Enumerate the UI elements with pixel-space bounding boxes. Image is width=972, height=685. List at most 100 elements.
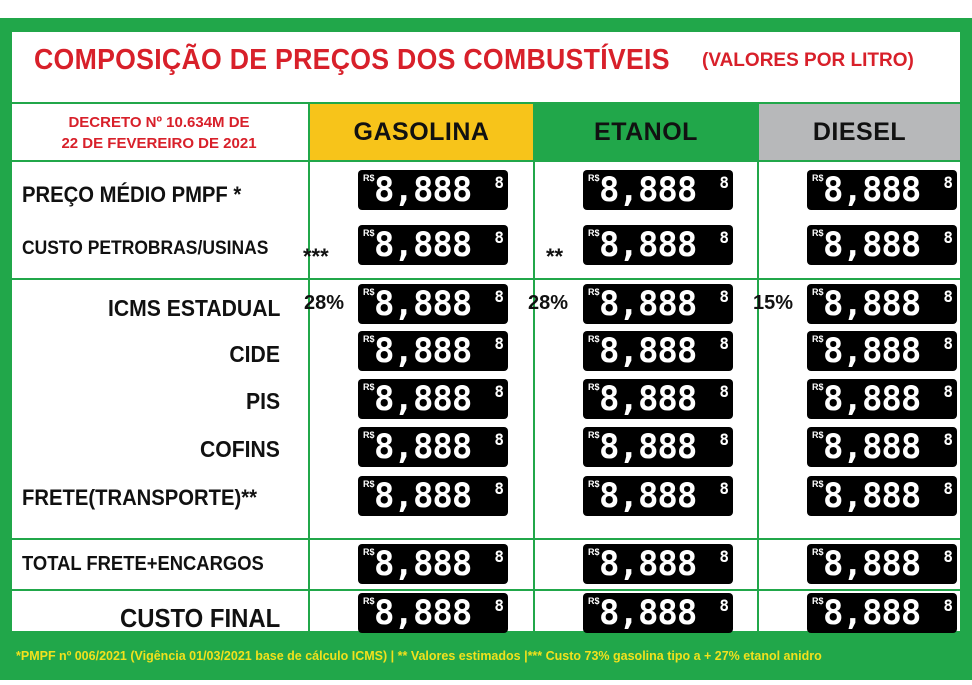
row-label-pmpf: PREÇO MÉDIO PMPF * xyxy=(22,182,242,207)
decree-note: DECRETO Nº 10.634M DE 22 DE FEVEREIRO DE… xyxy=(34,112,284,154)
price-digit-superscript: 8 xyxy=(494,382,504,401)
currency-symbol: R$ xyxy=(363,173,375,183)
price-digits: 8,888 xyxy=(823,593,921,633)
icms-rate-etanol: 28% xyxy=(528,292,569,314)
price-digits: 8,888 xyxy=(599,170,697,210)
price-display-frete-diesel: R$ 8,888 8 xyxy=(807,476,957,516)
price-digit-superscript: 8 xyxy=(943,479,953,498)
price-display-total-diesel: R$ 8,888 8 xyxy=(807,544,957,584)
currency-symbol: R$ xyxy=(812,382,824,392)
price-digit-superscript: 8 xyxy=(943,334,953,353)
price-digit-superscript: 8 xyxy=(943,287,953,306)
price-digit-superscript: 8 xyxy=(494,228,504,247)
price-display-pmpf-etanol: R$ 8,888 8 xyxy=(583,170,733,210)
price-display-total-etanol: R$ 8,888 8 xyxy=(583,544,733,584)
price-display-cofins-gasolina: R$ 8,888 8 xyxy=(358,427,508,467)
divider-col-2 xyxy=(533,102,535,631)
price-digit-superscript: 8 xyxy=(719,596,729,615)
price-digit-superscript: 8 xyxy=(943,596,953,615)
price-digit-superscript: 8 xyxy=(719,228,729,247)
price-display-frete-etanol: R$ 8,888 8 xyxy=(583,476,733,516)
currency-symbol: R$ xyxy=(588,430,600,440)
currency-symbol: R$ xyxy=(363,382,375,392)
column-header-gasolina: GASOLINA xyxy=(310,104,533,160)
price-digits: 8,888 xyxy=(599,379,697,419)
column-header-diesel: DIESEL xyxy=(759,104,960,160)
currency-symbol: R$ xyxy=(812,547,824,557)
price-digit-superscript: 8 xyxy=(943,173,953,192)
price-digits: 8,888 xyxy=(599,225,697,265)
currency-symbol: R$ xyxy=(588,479,600,489)
currency-symbol: R$ xyxy=(588,382,600,392)
price-board: COMPOSIÇÃO DE PREÇOS DOS COMBUSTÍVEIS (V… xyxy=(0,18,972,680)
price-digit-superscript: 8 xyxy=(943,547,953,566)
price-digits: 8,888 xyxy=(823,427,921,467)
row-label-cofins: COFINS xyxy=(200,436,280,462)
currency-symbol: R$ xyxy=(588,596,600,606)
title-note: (VALORES POR LITRO) xyxy=(702,50,914,71)
icms-rate-diesel: 15% xyxy=(753,292,794,314)
price-digits: 8,888 xyxy=(374,476,472,516)
price-display-custo-final-diesel: R$ 8,888 8 xyxy=(807,593,957,633)
currency-symbol: R$ xyxy=(363,479,375,489)
price-digits: 8,888 xyxy=(823,284,921,324)
divider-col-3 xyxy=(757,102,759,631)
price-digit-superscript: 8 xyxy=(943,430,953,449)
price-digits: 8,888 xyxy=(823,170,921,210)
price-digits: 8,888 xyxy=(599,593,697,633)
price-digits: 8,888 xyxy=(374,331,472,371)
currency-symbol: R$ xyxy=(812,334,824,344)
price-digits: 8,888 xyxy=(374,170,472,210)
currency-symbol: R$ xyxy=(812,173,824,183)
price-digit-superscript: 8 xyxy=(494,287,504,306)
currency-symbol: R$ xyxy=(363,334,375,344)
price-display-cide-diesel: R$ 8,888 8 xyxy=(807,331,957,371)
price-digit-superscript: 8 xyxy=(719,430,729,449)
currency-symbol: R$ xyxy=(812,287,824,297)
price-digits: 8,888 xyxy=(374,379,472,419)
price-digit-superscript: 8 xyxy=(719,479,729,498)
currency-symbol: R$ xyxy=(588,173,600,183)
currency-symbol: R$ xyxy=(363,430,375,440)
marker-etanol: ** xyxy=(546,244,564,269)
price-display-custo-petrobras-etanol: R$ 8,888 8 xyxy=(583,225,733,265)
price-digits: 8,888 xyxy=(599,331,697,371)
currency-symbol: R$ xyxy=(363,547,375,557)
divider-header-top xyxy=(12,102,960,104)
price-display-pis-diesel: R$ 8,888 8 xyxy=(807,379,957,419)
currency-symbol: R$ xyxy=(363,228,375,238)
board-title: COMPOSIÇÃO DE PREÇOS DOS COMBUSTÍVEIS xyxy=(34,44,670,76)
price-digit-superscript: 8 xyxy=(494,547,504,566)
currency-symbol: R$ xyxy=(363,596,375,606)
currency-symbol: R$ xyxy=(812,228,824,238)
price-digits: 8,888 xyxy=(374,427,472,467)
price-digit-superscript: 8 xyxy=(719,382,729,401)
price-digit-superscript: 8 xyxy=(494,430,504,449)
footer-notes: *PMPF nº 006/2021 (Vigência 01/03/2021 b… xyxy=(16,649,822,663)
price-display-pis-gasolina: R$ 8,888 8 xyxy=(358,379,508,419)
price-digit-superscript: 8 xyxy=(943,228,953,247)
price-panel: COMPOSIÇÃO DE PREÇOS DOS COMBUSTÍVEIS (V… xyxy=(12,32,960,633)
row-label-frete: FRETE(TRANSPORTE)** xyxy=(22,485,258,510)
row-label-custo-final: CUSTO FINAL xyxy=(119,603,280,633)
price-display-icms-gasolina: R$ 8,888 8 xyxy=(358,284,508,324)
currency-symbol: R$ xyxy=(588,334,600,344)
decree-line-1: DECRETO Nº 10.634M DE xyxy=(68,114,250,131)
marker-gasolina: *** xyxy=(303,244,329,269)
price-digit-superscript: 8 xyxy=(943,382,953,401)
price-display-total-gasolina: R$ 8,888 8 xyxy=(358,544,508,584)
row-label-custo-petrobras: CUSTO PETROBRAS/USINAS xyxy=(22,238,269,259)
currency-symbol: R$ xyxy=(363,287,375,297)
price-digits: 8,888 xyxy=(599,544,697,584)
price-digits: 8,888 xyxy=(374,593,472,633)
price-digit-superscript: 8 xyxy=(494,479,504,498)
currency-symbol: R$ xyxy=(588,287,600,297)
price-digits: 8,888 xyxy=(823,331,921,371)
currency-symbol: R$ xyxy=(812,430,824,440)
price-display-cofins-etanol: R$ 8,888 8 xyxy=(583,427,733,467)
price-display-frete-gasolina: R$ 8,888 8 xyxy=(358,476,508,516)
row-label-icms: ICMS ESTADUAL xyxy=(107,295,280,321)
price-digits: 8,888 xyxy=(374,544,472,584)
price-digit-superscript: 8 xyxy=(494,173,504,192)
row-label-pis: PIS xyxy=(245,388,280,414)
